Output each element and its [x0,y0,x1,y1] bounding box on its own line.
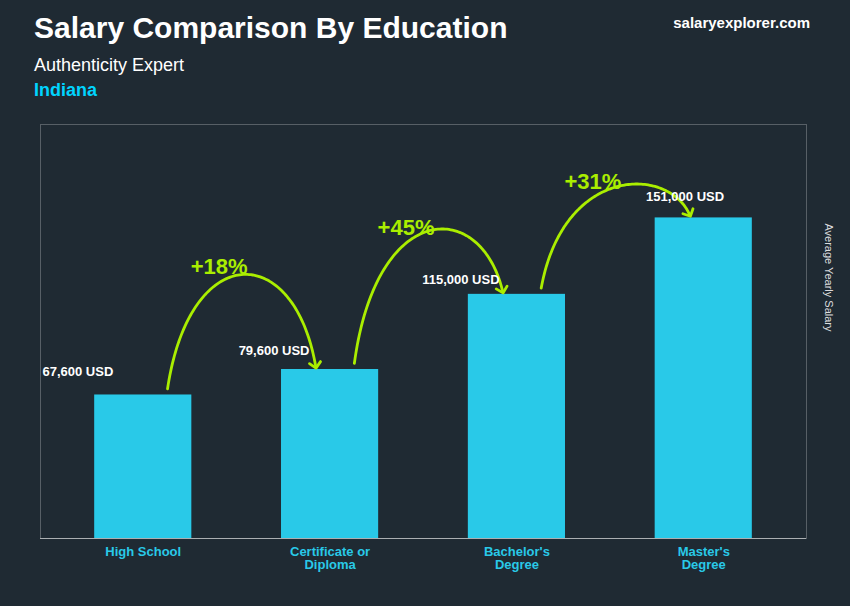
html-text:Authenticity Expert: Authenticity Expert [34,55,185,75]
svg-text:67,600 USD: 67,600 USD [42,364,113,379]
svg-text:Master'sDegree: Master'sDegree [678,544,730,572]
svg-text:+45%: +45% [378,215,435,240]
html-text:Salary Comparison By Education: Salary Comparison By Education [34,11,508,44]
svg-text:Certificate orDiploma: Certificate orDiploma [290,544,370,572]
svg-text:Average Yearly Salary: Average Yearly Salary [823,223,835,332]
svg-text:Bachelor'sDegree: Bachelor'sDegree [484,544,550,572]
svg-text:+18%: +18% [191,254,248,279]
html-text:Indiana: Indiana [34,80,97,100]
svg-text:115,000 USD: 115,000 USD [422,272,499,287]
svg-text:79,600 USD: 79,600 USD [239,343,310,358]
html-text:salaryexplorer.com: salaryexplorer.com [673,14,810,31]
svg-text:+31%: +31% [564,169,621,194]
svg-text:151,000 USD: 151,000 USD [646,189,724,204]
svg-text:High School: High School [105,544,181,559]
